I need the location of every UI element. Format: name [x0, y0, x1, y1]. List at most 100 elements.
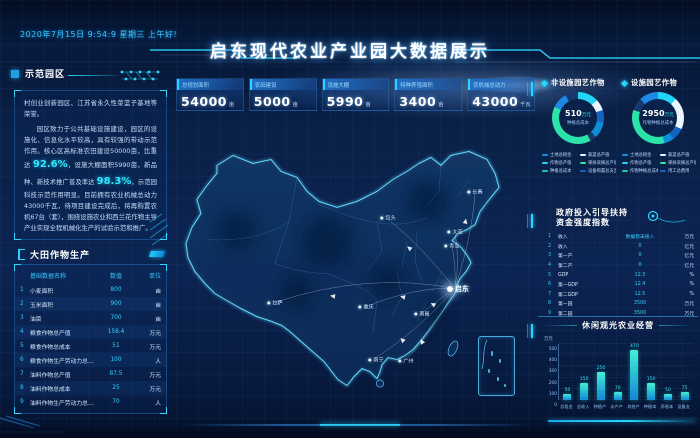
corner-decoration	[160, 264, 167, 271]
row-value: 0	[638, 263, 642, 269]
map-city-marker[interactable]: 重庆	[358, 304, 374, 311]
map-city-marker[interactable]: 包头	[380, 215, 396, 222]
square-bullet-icon	[11, 70, 19, 78]
legend-swatch-icon	[660, 170, 666, 172]
legend-swatch-icon	[622, 170, 628, 172]
stat-value: 3400	[399, 94, 437, 109]
leisure-panel: 休闲观光农业经营 万元 50 150 250 70 470 150 50 75 0 100 200…	[527, 318, 698, 424]
stat-value-row: 54000 亩	[177, 90, 243, 110]
donut-unit: 万元	[581, 112, 591, 118]
stat-value-row: 5000 亩	[250, 90, 316, 110]
legend-swatch-icon	[580, 154, 586, 156]
stat-unit: 亩	[229, 102, 235, 108]
row-name: 第一园	[558, 302, 573, 308]
map-city-marker[interactable]: 青岛	[444, 243, 460, 250]
stat-value-row: 5990 亩	[323, 90, 389, 110]
table-row: 4 第二产 0 亿元	[538, 261, 698, 271]
row-unit: 万元	[684, 235, 694, 241]
map-city-marker[interactable]: 长春	[467, 188, 483, 195]
row-value: 25	[112, 385, 120, 391]
column-header-name: 基础数据名称	[30, 273, 67, 280]
y-tick-label: 300	[548, 369, 557, 375]
row-value: 700	[110, 315, 122, 321]
south-china-sea-inset	[478, 336, 515, 396]
demo-zone-paragraph-1: 村创业创新园区、江苏省永久性菜篮子基地等荣誉。	[24, 99, 157, 118]
inset-islands	[481, 339, 506, 387]
legend-item: 作物种植总成本	[622, 168, 658, 174]
x-tick-label: 养殖本	[660, 404, 674, 409]
map-city-marker[interactable]: 南宁	[368, 356, 384, 363]
row-name: 粮食作物生产劳动力总…	[30, 358, 94, 365]
table-row: 9 油料作物生产劳动力总… 70 人	[15, 395, 166, 409]
legend-swatch-icon	[580, 162, 586, 164]
bar-value-label: 50	[564, 388, 571, 394]
x-tick-label: 种植产	[593, 404, 607, 409]
facility-column: 设施园艺作物 2950万元 作物种植总成本 土地总租金	[618, 76, 698, 206]
demo-zone-title: 示范园区	[25, 70, 66, 80]
map-city-marker-main[interactable]: 启东	[446, 284, 469, 294]
row-index: 8	[20, 385, 24, 391]
bar	[580, 383, 589, 400]
map-city-marker[interactable]: 大连	[447, 228, 463, 235]
row-unit: 人	[155, 358, 161, 365]
stat-label: 农机械总动力	[468, 79, 534, 90]
city-markers-layer: 长春包头大连青岛启东拉萨重庆南昌南宁 广州	[177, 118, 533, 425]
stat-card: 特种养殖面积 3400 亩	[394, 78, 463, 111]
legend-swatch-icon	[622, 162, 628, 164]
paragraph-text: ，示范园科技示范作用明显。目前拥有农业机械总动力43000千瓦，待项目建设完成后…	[24, 178, 158, 233]
city-label: 启东	[454, 284, 469, 293]
city-label: 广州	[403, 358, 414, 365]
table-row: 6 粮食作物生产劳动力总… 100 人	[15, 353, 166, 367]
row-name: 第二GDP	[558, 292, 578, 298]
legend-item: 果树采摘总产值	[580, 160, 616, 166]
hatch-decoration	[149, 213, 169, 246]
x-tick-label: 其他产	[627, 404, 640, 409]
title-line-decoration	[543, 325, 577, 326]
donut-center: 510万元 种植总成本	[559, 99, 597, 137]
city-dot-icon	[358, 305, 362, 309]
row-unit: 亩	[155, 288, 161, 295]
bar-value-label: 50	[664, 388, 671, 394]
legend-label: 土地总租金	[550, 153, 572, 158]
donut-value: 2950万元	[642, 109, 673, 119]
x-tick-label: 总收入	[576, 404, 590, 409]
tag-decoration-icon	[149, 251, 165, 257]
plot-area: 50 150 250 70 470 150 50 75 0 100 200 300 400 500	[549, 343, 693, 408]
row-value: 800	[110, 287, 122, 293]
map-city-marker[interactable]: 广州	[398, 358, 414, 365]
bar-column: 75	[679, 344, 691, 400]
row-value: 3500	[633, 311, 647, 317]
legend-label: 作物种植总成本	[630, 169, 658, 174]
stat-card: 农机械总动力 43000 千瓦	[467, 78, 535, 111]
table-row: 8 油料作物总成本 25 万元	[15, 381, 166, 395]
map-city-marker[interactable]: 拉萨	[267, 300, 283, 307]
china-map: 长春包头大连青岛启东拉萨重庆南昌南宁 广州	[177, 118, 533, 425]
y-axis-label: 万元	[544, 337, 553, 342]
map-city-marker[interactable]: 南昌	[414, 310, 430, 317]
circuit-icon	[120, 70, 160, 81]
row-unit: 亩	[155, 302, 161, 309]
facility-legend: 土地总租金 蔬菜总产值 作物总产值 果树采摘总产值	[622, 152, 696, 174]
field-crops-header: 大田作物生产	[18, 248, 168, 262]
bar-column: 470	[628, 344, 640, 400]
stat-unit: 亩	[365, 102, 371, 108]
row-name: GDP	[558, 272, 569, 278]
row-index: 9	[548, 311, 552, 317]
stat-value-row: 43000 千瓦	[468, 90, 534, 110]
field-crops-table: 基础数据名称 数值 单位 1 小麦面积 800 亩 2 玉米面积 900 亩	[14, 264, 167, 414]
row-unit: 万元	[149, 372, 161, 379]
table-body: 1 小麦面积 800 亩 2 玉米面积 900 亩 3 油菜 700 亩	[15, 283, 166, 409]
row-name: 第一产	[558, 254, 573, 260]
legend-item: 土地总租金	[542, 152, 578, 158]
gov-fund-title-line1: 政府投入引导扶持	[556, 208, 628, 217]
city-label: 青岛	[449, 243, 460, 250]
legend-label: 作物总产值	[550, 161, 572, 166]
row-name: 油料作物生产劳动力总…	[30, 400, 94, 407]
header-line-decoration	[68, 75, 120, 76]
bars-container: 50 150 250 70 470 150 50 75	[559, 344, 693, 400]
legend-label: 用工总费用	[668, 169, 690, 174]
corner-decoration	[14, 407, 21, 414]
row-value: 12.4	[634, 282, 646, 288]
bar	[563, 394, 572, 400]
y-tick-label: 0	[554, 403, 557, 408]
